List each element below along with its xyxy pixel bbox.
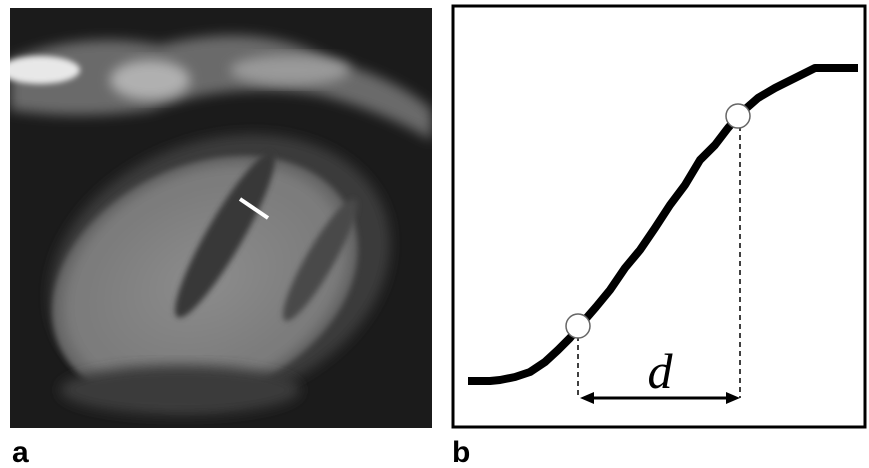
curve: [468, 64, 858, 385]
marker: [565, 313, 591, 339]
marker: [725, 103, 751, 129]
panel-label: a: [12, 436, 29, 468]
arrow-head: [580, 392, 594, 404]
distance-label: d: [648, 343, 674, 399]
panel-label: b: [452, 436, 470, 468]
arrow-head: [726, 392, 740, 404]
mri-image: [10, 8, 432, 428]
